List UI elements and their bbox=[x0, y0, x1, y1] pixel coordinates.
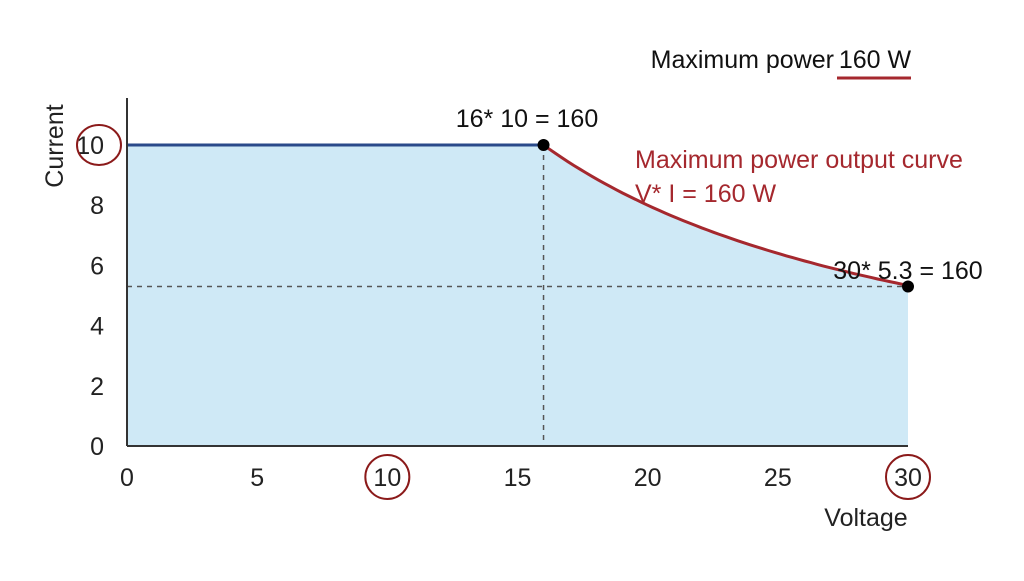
x-axis-title: Voltage bbox=[824, 504, 907, 532]
y-tick-highlight-circle bbox=[76, 124, 122, 166]
x-tick-label: 20 bbox=[634, 464, 662, 492]
x-tick-label: 0 bbox=[120, 464, 134, 492]
operating-region-area bbox=[127, 145, 908, 446]
max-power-curve bbox=[542, 143, 909, 287]
point-label-cv-corner: 30* 5.3 = 160 bbox=[833, 257, 982, 285]
y-tick-label: 4 bbox=[90, 313, 104, 341]
corner-point-marker bbox=[537, 139, 550, 151]
y-tick-label: 0 bbox=[90, 433, 104, 461]
x-tick-label: 15 bbox=[504, 464, 532, 492]
x-tick-label: 10 bbox=[373, 464, 401, 492]
x-tick-highlight-circle bbox=[885, 454, 931, 500]
point-label-cc-corner: 16* 10 = 160 bbox=[456, 105, 599, 133]
y-axis-title: Current bbox=[41, 104, 69, 187]
x-tick-label: 30 bbox=[894, 464, 922, 492]
legend-value: 160 W bbox=[839, 46, 912, 74]
y-tick-label: 8 bbox=[90, 192, 104, 220]
x-tick-highlight-circle bbox=[364, 454, 411, 500]
x-tick-label: 25 bbox=[764, 464, 792, 492]
curve-label-line2: V* I = 160 W bbox=[635, 180, 776, 208]
curve-label-line1: Maximum power output curve bbox=[635, 146, 963, 174]
legend-text: Maximum power bbox=[651, 46, 834, 74]
x-tick-label: 5 bbox=[250, 464, 264, 492]
corner-point-marker bbox=[902, 280, 914, 293]
y-tick-label: 2 bbox=[90, 373, 104, 401]
y-tick-label: 6 bbox=[90, 252, 104, 280]
